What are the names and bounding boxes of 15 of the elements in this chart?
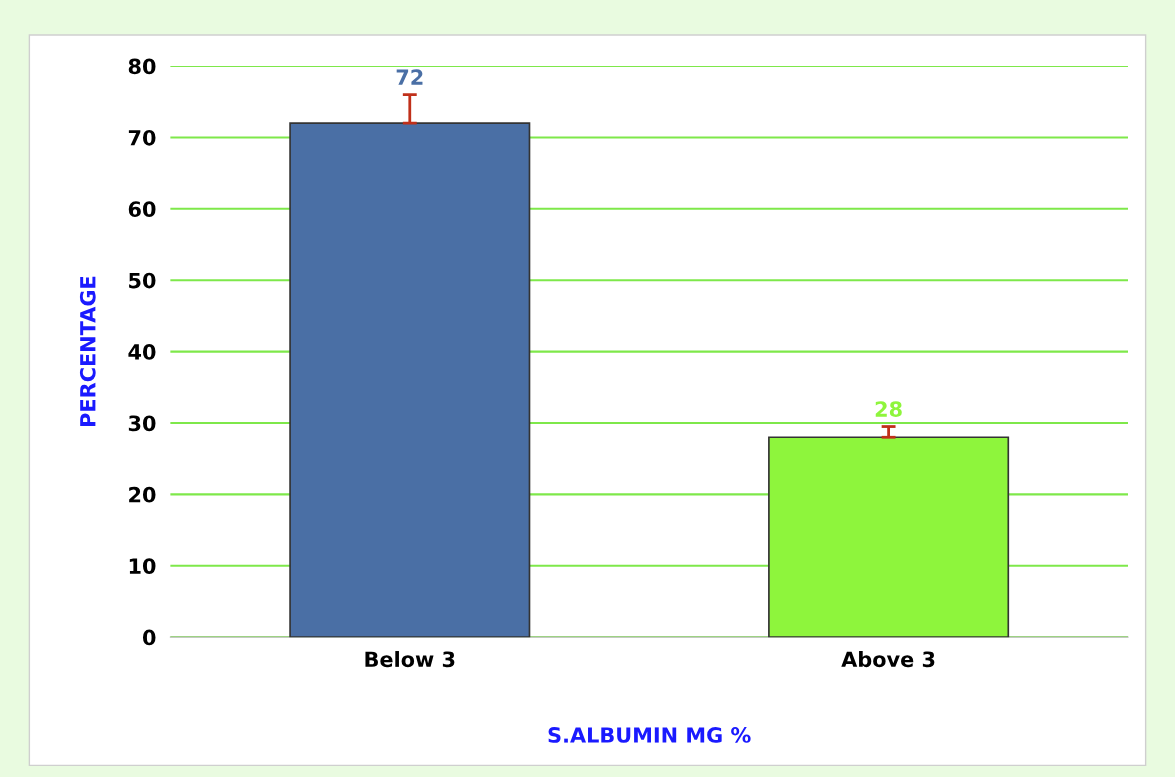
- y-tick-label: 10: [129, 558, 156, 574]
- x-axis-title: S.ALBUMIN MG %: [548, 727, 751, 743]
- y-tick-label: 40: [128, 344, 156, 360]
- x-tick-label: Above 3: [841, 651, 935, 668]
- x-tick-label: Below 3: [365, 651, 455, 668]
- y-tick-label: 20: [129, 486, 156, 503]
- y-tick-label: 50: [129, 272, 156, 289]
- y-tick-label: 30: [128, 415, 156, 432]
- data-label: 72: [396, 69, 423, 85]
- y-tick-label: 80: [128, 58, 156, 75]
- y-tick-label: 70: [128, 129, 156, 146]
- y-tick-label: 0: [142, 629, 156, 646]
- y-axis-title: PERCENTAGE: [79, 276, 96, 426]
- y-tick-label: 60: [128, 201, 156, 218]
- data-label: 28: [875, 401, 902, 417]
